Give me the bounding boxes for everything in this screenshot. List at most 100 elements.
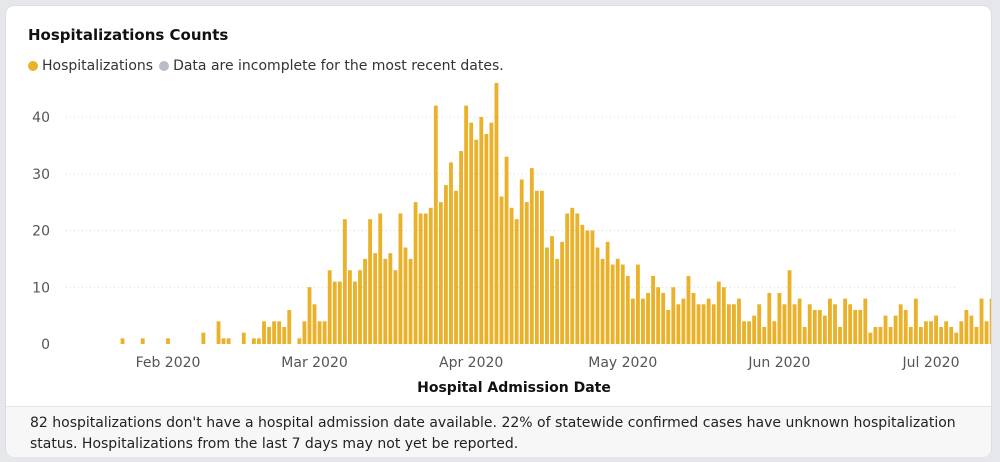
bar[interactable] xyxy=(524,202,529,344)
bar[interactable] xyxy=(807,304,812,344)
bar[interactable] xyxy=(792,304,797,344)
bar[interactable] xyxy=(661,292,666,344)
bar[interactable] xyxy=(312,304,317,344)
bar[interactable] xyxy=(479,117,484,344)
bar[interactable] xyxy=(388,253,393,344)
bar[interactable] xyxy=(620,264,625,344)
bar[interactable] xyxy=(560,241,565,344)
bar[interactable] xyxy=(868,332,873,344)
bar[interactable] xyxy=(282,326,287,344)
bar[interactable] xyxy=(681,298,686,344)
legend-item-incomplete[interactable]: Data are incomplete for the most recent … xyxy=(159,58,504,74)
bar[interactable] xyxy=(267,326,271,344)
legend-item-hospitalizations[interactable]: Hospitalizations xyxy=(28,58,153,74)
bar[interactable] xyxy=(873,326,878,344)
bar[interactable] xyxy=(216,321,221,344)
bar[interactable] xyxy=(449,162,453,344)
bar[interactable] xyxy=(585,230,590,345)
bar[interactable] xyxy=(954,332,959,344)
bar[interactable] xyxy=(924,321,928,344)
bar[interactable] xyxy=(726,304,731,344)
bar[interactable] xyxy=(625,275,630,344)
bar[interactable] xyxy=(802,326,807,344)
bar[interactable] xyxy=(226,338,231,344)
bar[interactable] xyxy=(327,270,332,344)
bar[interactable] xyxy=(347,270,352,344)
bar[interactable] xyxy=(838,326,842,344)
bar[interactable] xyxy=(817,309,822,344)
bar[interactable] xyxy=(474,139,479,344)
bar[interactable] xyxy=(984,321,989,344)
bar[interactable] xyxy=(979,298,984,344)
bar[interactable] xyxy=(721,287,726,344)
bar[interactable] xyxy=(575,213,580,344)
bar[interactable] xyxy=(636,264,640,344)
bar[interactable] xyxy=(489,122,494,344)
bar[interactable] xyxy=(393,270,398,344)
bar[interactable] xyxy=(908,326,913,344)
bar[interactable] xyxy=(974,326,979,344)
bar[interactable] xyxy=(257,338,261,344)
bar[interactable] xyxy=(903,309,908,344)
bar[interactable] xyxy=(433,105,438,345)
bar[interactable] xyxy=(241,332,246,344)
bar[interactable] xyxy=(201,332,206,344)
bar[interactable] xyxy=(469,122,474,344)
bar[interactable] xyxy=(368,219,373,344)
bar[interactable] xyxy=(767,292,772,344)
bar[interactable] xyxy=(706,298,711,344)
bar[interactable] xyxy=(595,247,600,344)
bar[interactable] xyxy=(307,287,312,344)
bar[interactable] xyxy=(383,258,388,344)
bar[interactable] xyxy=(666,309,671,344)
bar[interactable] xyxy=(843,298,848,344)
bar[interactable] xyxy=(989,298,991,344)
bar[interactable] xyxy=(514,219,519,344)
bar[interactable] xyxy=(676,304,681,344)
bar[interactable] xyxy=(337,281,342,344)
bar[interactable] xyxy=(918,326,923,344)
bar[interactable] xyxy=(853,309,858,344)
bar[interactable] xyxy=(534,190,539,344)
bar[interactable] xyxy=(262,321,266,344)
bar[interactable] xyxy=(332,281,337,344)
bar[interactable] xyxy=(251,338,256,344)
bar[interactable] xyxy=(737,298,741,344)
bar[interactable] xyxy=(630,298,635,344)
bar[interactable] xyxy=(898,304,903,344)
bar[interactable] xyxy=(403,247,408,344)
bar[interactable] xyxy=(590,230,595,345)
bar[interactable] xyxy=(555,258,560,344)
bar[interactable] xyxy=(443,185,448,344)
bar[interactable] xyxy=(893,315,898,344)
bar[interactable] xyxy=(438,202,443,344)
bar[interactable] xyxy=(373,253,378,344)
bar[interactable] xyxy=(287,309,292,344)
bar[interactable] xyxy=(317,321,322,344)
bar[interactable] xyxy=(777,292,782,344)
bar[interactable] xyxy=(964,309,969,344)
bar[interactable] xyxy=(519,179,524,344)
bar[interactable] xyxy=(656,287,661,344)
bar[interactable] xyxy=(418,213,423,344)
bar[interactable] xyxy=(913,298,918,344)
bar[interactable] xyxy=(464,105,469,345)
bar[interactable] xyxy=(297,338,302,344)
bar[interactable] xyxy=(949,326,954,344)
bar[interactable] xyxy=(742,321,746,344)
bar[interactable] xyxy=(757,304,762,344)
bar[interactable] xyxy=(701,304,706,344)
bar[interactable] xyxy=(398,213,403,344)
bar[interactable] xyxy=(641,298,645,344)
bar[interactable] xyxy=(610,264,615,344)
bar[interactable] xyxy=(454,190,458,344)
bar[interactable] xyxy=(939,326,944,344)
bar[interactable] xyxy=(408,258,413,344)
bar[interactable] xyxy=(342,219,347,344)
bar[interactable] xyxy=(378,213,383,344)
bar[interactable] xyxy=(969,315,974,344)
bar[interactable] xyxy=(140,338,145,344)
bar[interactable] xyxy=(580,224,585,344)
bar[interactable] xyxy=(762,326,767,344)
bar[interactable] xyxy=(671,287,676,344)
